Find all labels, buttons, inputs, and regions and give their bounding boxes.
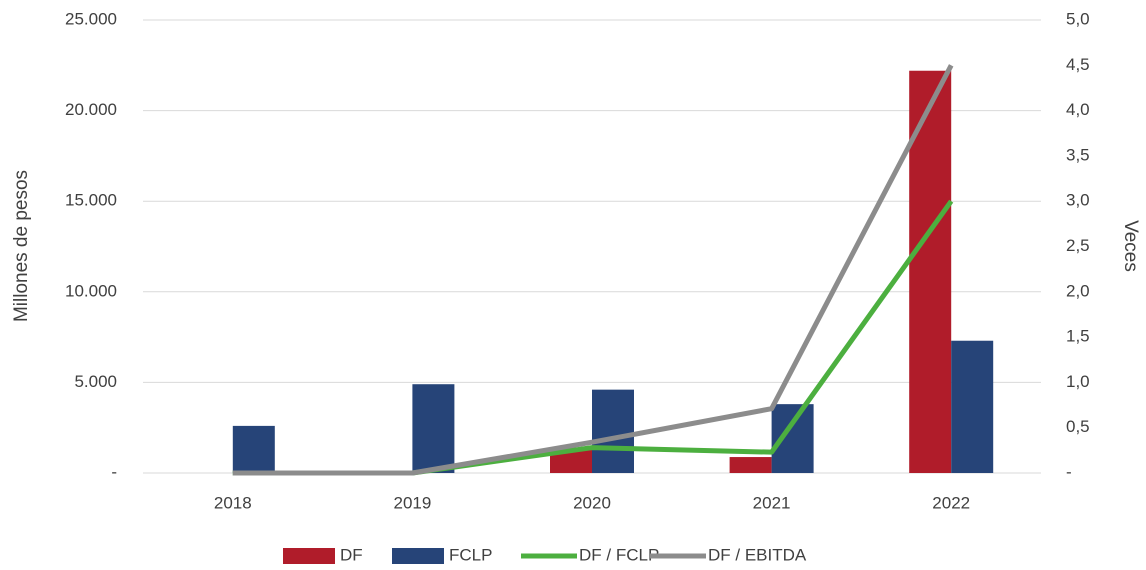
bar [771, 404, 814, 473]
y-tick-label: - [111, 462, 117, 481]
y2-tick-label: 2,0 [1066, 281, 1090, 300]
x-tick-label: 2022 [932, 493, 970, 512]
bar [909, 70, 952, 474]
y2-tick-label: 4,5 [1066, 55, 1090, 74]
bar [232, 425, 275, 473]
y-axis-title: Millones de pesos [11, 170, 32, 322]
y2-tick-label: 2,5 [1066, 236, 1090, 255]
y2-tick-label: 4,0 [1066, 100, 1090, 119]
legend-label: FCLP [449, 545, 492, 564]
legend-label: DF [340, 545, 363, 564]
legend-swatch [392, 548, 444, 564]
legend-label: DF / EBITDA [708, 545, 807, 564]
y-tick-label: 10.000 [65, 281, 117, 300]
bar [951, 340, 994, 473]
line-series [232, 64, 954, 476]
y-tick-label: 25.000 [65, 9, 117, 28]
x-tick-label: 2019 [393, 493, 431, 512]
y2-tick-label: 5,0 [1066, 9, 1090, 28]
y2-tick-label: 1,0 [1066, 372, 1090, 391]
x-tick-label: 2018 [214, 493, 252, 512]
legend-swatch [283, 548, 335, 564]
y2-tick-label: 1,5 [1066, 327, 1090, 346]
y-tick-label: 5.000 [74, 372, 117, 391]
y-tick-label: 20.000 [65, 100, 117, 119]
y-tick-label: 15.000 [65, 191, 117, 210]
legend-label: DF / FCLP [579, 545, 659, 564]
x-tick-label: 2020 [573, 493, 611, 512]
bar [729, 457, 772, 473]
bar [592, 389, 634, 473]
y2-tick-label: 3,5 [1066, 145, 1090, 164]
y2-axis-title: Veces [1120, 220, 1141, 272]
y2-tick-label: 0,5 [1066, 417, 1090, 436]
y2-tick-label: - [1066, 462, 1072, 481]
y2-tick-label: 3,0 [1066, 191, 1090, 210]
x-tick-label: 2021 [753, 493, 791, 512]
bar [412, 384, 455, 473]
